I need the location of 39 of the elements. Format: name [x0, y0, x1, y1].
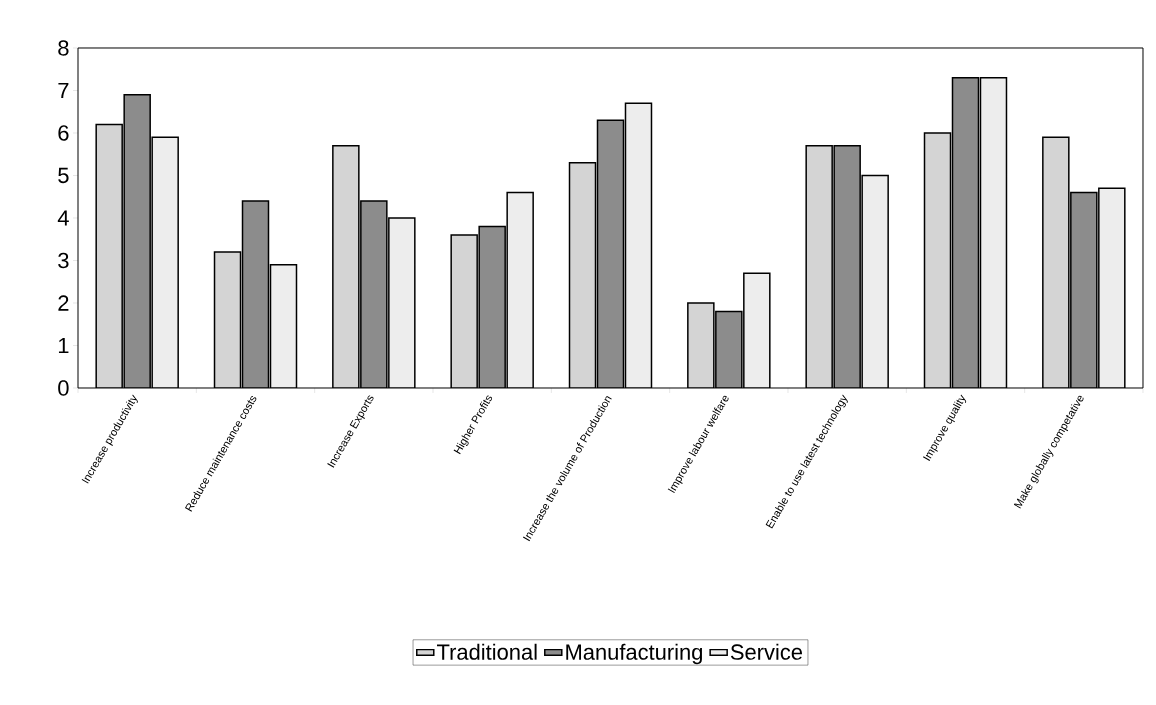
y-tick-label: 5 — [58, 167, 69, 184]
legend-label: Service — [730, 643, 802, 660]
bar — [213, 251, 242, 388]
bar — [624, 102, 653, 388]
bar — [1098, 187, 1126, 388]
bar — [332, 144, 360, 388]
y-tick-label: 0 — [58, 380, 69, 396]
bar — [1042, 136, 1070, 388]
bar — [923, 132, 952, 388]
bar — [1070, 191, 1098, 388]
bar — [96, 124, 123, 388]
bar — [568, 161, 597, 388]
bar — [861, 174, 889, 388]
bar — [506, 191, 534, 388]
y-tick-label: 2 — [58, 295, 69, 311]
legend-label: Traditional — [437, 643, 537, 660]
bar — [269, 263, 298, 388]
bar — [743, 272, 771, 388]
bar — [450, 234, 478, 388]
bar — [388, 217, 416, 388]
y-tick-label: 3 — [58, 252, 69, 269]
bar — [152, 137, 179, 388]
bar — [715, 310, 743, 388]
y-tick-label: 8 — [58, 40, 69, 56]
legend-label: Manufacturing — [566, 643, 702, 665]
bar — [833, 144, 861, 388]
bar — [979, 76, 1008, 388]
y-tick-label: 7 — [58, 82, 69, 99]
bar — [951, 76, 980, 388]
bar — [596, 119, 625, 388]
bar — [805, 144, 833, 388]
bar — [687, 302, 715, 388]
bar — [241, 200, 270, 388]
bar — [360, 200, 388, 388]
y-tick-label: 4 — [57, 210, 69, 226]
y-tick-label: 1 — [58, 337, 69, 354]
y-tick-label: 6 — [58, 125, 69, 141]
bar — [124, 94, 151, 388]
bar — [478, 225, 506, 388]
